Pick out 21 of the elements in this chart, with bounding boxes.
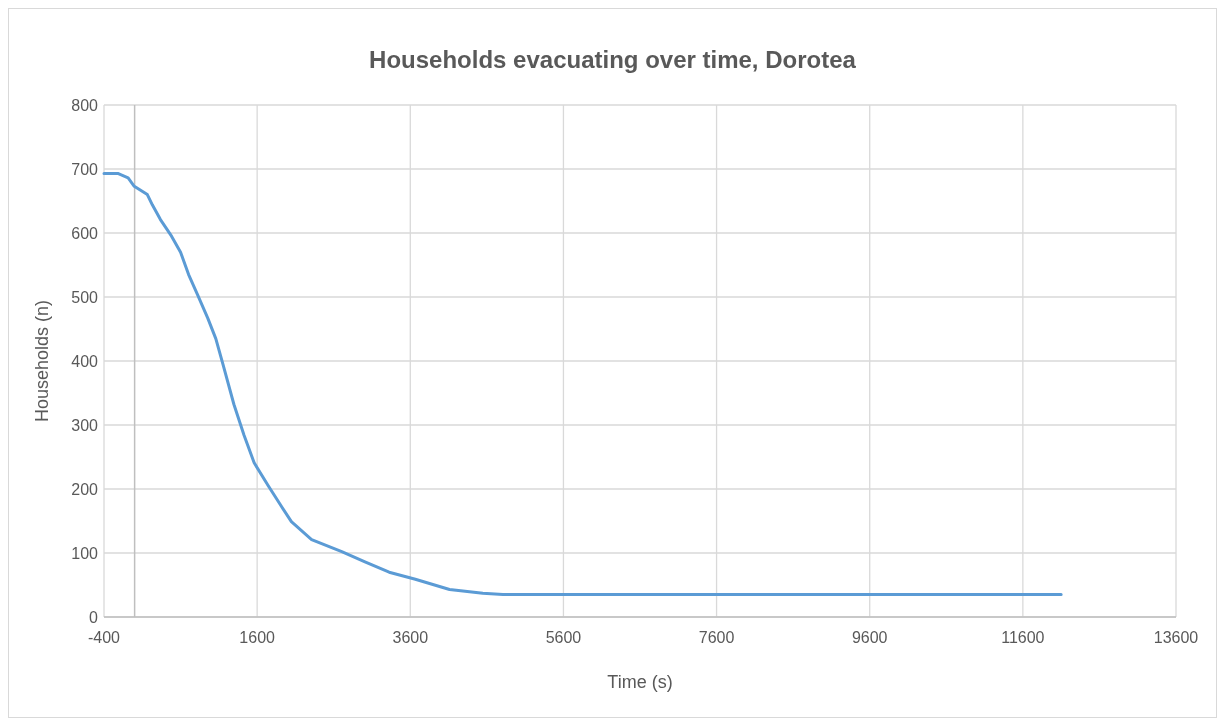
line-series [102,171,1063,597]
y-tick-label: 500 [71,288,99,306]
y-tick-label: 200 [71,480,99,498]
y-tick-label: 100 [71,544,99,562]
x-tick-label: -400 [87,629,121,646]
x-axis-title: Time (s) [607,672,673,692]
x-tick-label: 3600 [392,629,429,646]
y-tick-label: 600 [71,224,99,242]
x-tick-label: 11600 [1001,629,1045,646]
y-tick-label: 800 [71,96,99,114]
y-axis-title: Households (n) [32,299,52,423]
x-tick-label: 9600 [851,629,888,646]
x-tick-label: 7600 [698,629,735,646]
chart-title: Households evacuating over time, Dorotea [369,46,857,73]
y-tick-label: 700 [71,160,99,178]
x-tick-label: 5600 [545,629,582,646]
x-tick-label: 13600 [1153,629,1199,646]
y-tick-label: 0 [89,608,99,626]
y-tick-label: 400 [71,352,99,370]
y-tick-label: 300 [71,416,99,434]
x-tick-label: 1600 [239,629,276,646]
